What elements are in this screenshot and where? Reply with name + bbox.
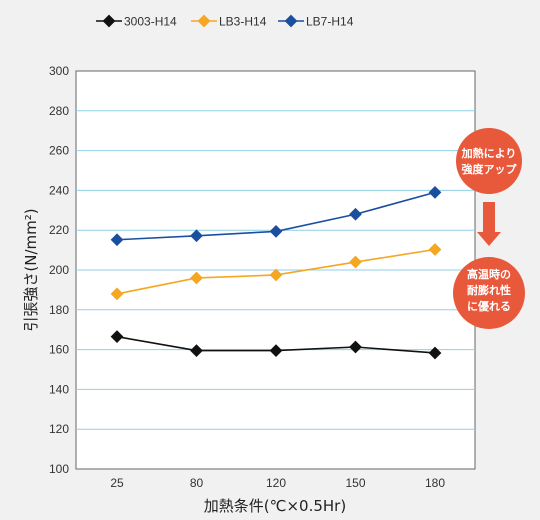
data-point	[349, 340, 362, 354]
data-point	[349, 255, 362, 269]
down-arrow-icon	[477, 202, 501, 246]
data-point	[110, 233, 124, 247]
y-tick-label: 180	[49, 303, 69, 317]
data-point	[110, 287, 124, 301]
data-point	[269, 344, 283, 357]
legend-label-2: LB3-H14	[219, 15, 267, 29]
series-1	[110, 330, 442, 360]
x-tick-label: 80	[190, 476, 204, 490]
x-tick-label: 150	[345, 476, 365, 490]
annotation-circle-2	[453, 257, 525, 329]
legend-label-3: LB7-H14	[306, 15, 354, 29]
x-tick-label: 180	[425, 476, 445, 490]
data-point	[190, 271, 203, 285]
y-tick-label: 240	[49, 183, 69, 197]
x-tick-label: 25	[110, 476, 124, 490]
legend-item-2: LB3-H14	[191, 15, 267, 29]
annotation-circle-1	[456, 128, 522, 194]
y-axis-title: 引張強さ(N/mm²)	[22, 208, 40, 331]
y-tick-label: 300	[49, 64, 69, 78]
x-axis-title: 加熱条件(℃×0.5Hr)	[204, 497, 346, 515]
annotation-1-line-1: 加熱により	[461, 146, 517, 160]
y-tick-label: 160	[49, 343, 69, 357]
annotation-heat-blister: 高温時の 耐膨れ性 に優れる	[453, 257, 525, 329]
legend-marker-2	[197, 14, 211, 28]
data-point	[428, 346, 442, 360]
y-tick-label: 120	[49, 422, 69, 436]
legend: 3003-H14 LB3-H14 LB7-H14	[96, 15, 354, 29]
data-point	[190, 229, 203, 243]
y-tick-label: 280	[49, 104, 69, 118]
y-axis-ticks: 100 120 140 160 180 200 220 240 260 280 300	[49, 64, 69, 476]
y-tick-label: 260	[49, 144, 69, 158]
series-2	[110, 243, 442, 301]
annotation-2-line-2: 耐膨れ性	[467, 283, 511, 297]
data-point	[269, 268, 283, 282]
data-point	[110, 330, 124, 344]
data-point	[349, 207, 362, 221]
y-tick-label: 220	[49, 223, 69, 237]
legend-label-1: 3003-H14	[124, 15, 177, 29]
y-tick-label: 100	[49, 462, 69, 476]
series-3	[110, 186, 442, 247]
data-point	[269, 225, 283, 238]
legend-marker-1	[102, 14, 116, 28]
x-tick-label: 120	[266, 476, 286, 490]
data-point	[190, 344, 203, 357]
annotation-strength-up: 加熱により 強度アップ	[456, 128, 522, 194]
legend-item-3: LB7-H14	[278, 15, 354, 29]
legend-marker-3	[284, 14, 298, 28]
y-tick-label: 200	[49, 263, 69, 277]
annotation-2-line-3: に優れる	[467, 299, 511, 313]
legend-item-1: 3003-H14	[96, 15, 177, 29]
x-axis-ticks: 25 80 120 150 180	[110, 476, 445, 490]
data-series	[110, 186, 442, 360]
annotation-1-line-2: 強度アップ	[462, 162, 518, 176]
data-point	[428, 186, 442, 199]
annotation-2-line-1: 高温時の	[467, 267, 511, 281]
y-tick-label: 140	[49, 382, 69, 396]
data-point	[428, 243, 442, 256]
